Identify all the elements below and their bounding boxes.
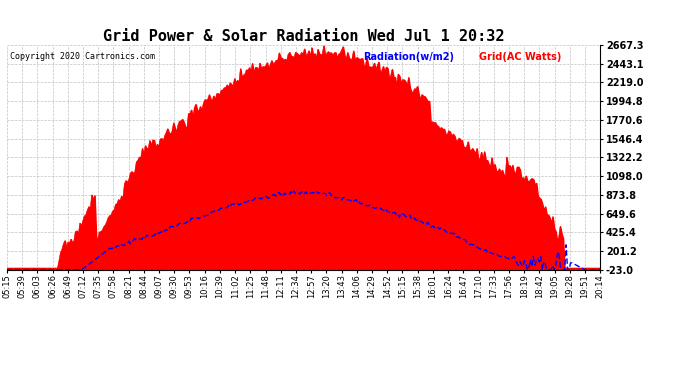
- Text: Grid(AC Watts): Grid(AC Watts): [479, 52, 561, 62]
- Text: Copyright 2020 Cartronics.com: Copyright 2020 Cartronics.com: [10, 52, 155, 61]
- Text: Radiation(w/m2): Radiation(w/m2): [363, 52, 454, 62]
- Title: Grid Power & Solar Radiation Wed Jul 1 20:32: Grid Power & Solar Radiation Wed Jul 1 2…: [103, 29, 504, 44]
